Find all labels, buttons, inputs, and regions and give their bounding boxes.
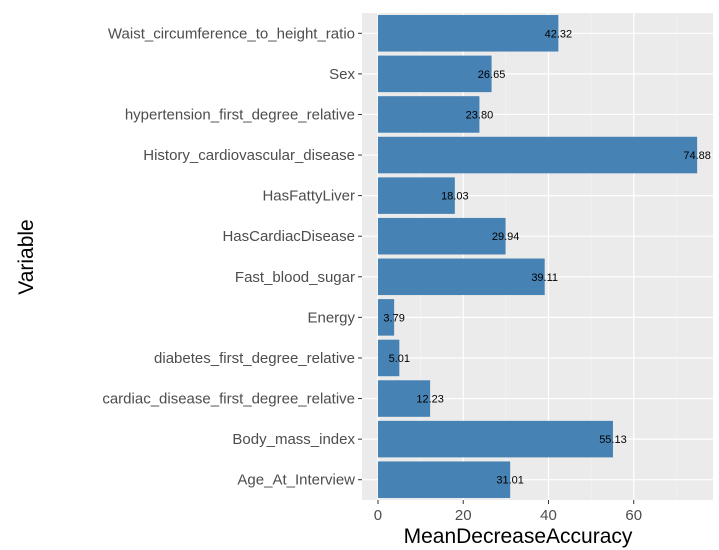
category-label: cardiac_disease_first_degree_relative [102, 391, 355, 408]
bar-value-label: 18.03 [441, 191, 469, 203]
bar [377, 96, 480, 133]
bar-value-label: 23.80 [466, 109, 494, 121]
x-axis-ticks: 0 20 40 60 [374, 500, 642, 524]
category-label: Sex [329, 66, 355, 83]
bar-value-label: 26.65 [478, 69, 506, 81]
bar-value-label: 3.79 [383, 312, 404, 324]
category-label: HasFattyLiver [262, 188, 355, 205]
category-label: Waist_circumference_to_height_ratio [108, 25, 355, 42]
category-label: Body_mass_index [232, 431, 355, 448]
bar [377, 461, 511, 498]
bar-value-label: 29.94 [492, 231, 520, 243]
bar-value-label: 5.01 [389, 353, 410, 365]
bar [377, 339, 400, 377]
x-tick-label: 40 [540, 507, 557, 524]
bar-value-label: 31.01 [496, 475, 524, 487]
bar-value-label: 39.11 [531, 272, 558, 284]
category-label: History_cardiovascular_disease [143, 147, 355, 164]
bar-value-label: 42.32 [545, 28, 573, 40]
bar [377, 217, 506, 255]
category-label: diabetes_first_degree_relative [154, 350, 355, 367]
bars: 42.32 26.65 23.80 74.88 18.03 29.94 39.11 3.79 5… [377, 15, 711, 498]
bar [377, 299, 395, 336]
bar [377, 15, 559, 52]
y-axis-title: Variable [15, 219, 38, 295]
category-labels: Waist_circumference_to_height_ratio Sex hy… [102, 25, 362, 489]
category-label: Fast_blood_sugar [235, 269, 355, 286]
bar [377, 258, 545, 296]
bar-value-label: 74.88 [683, 150, 711, 162]
category-label: HasCardiacDisease [222, 228, 355, 245]
bar [377, 380, 431, 417]
category-label: Energy [307, 309, 355, 326]
bar-value-label: 12.23 [416, 394, 444, 406]
x-tick-label: 60 [625, 507, 642, 524]
x-tick-label: 0 [374, 507, 382, 524]
bar-value-label: 55.13 [599, 434, 627, 446]
bar [377, 136, 698, 174]
category-label: Age_At_Interview [237, 472, 355, 489]
x-tick-label: 20 [455, 507, 472, 524]
bar [377, 420, 613, 458]
x-axis-title: MeanDecreaseAccuracy [404, 525, 633, 548]
bar [377, 55, 492, 93]
bar [377, 177, 455, 214]
category-label: hypertension_first_degree_relative [125, 106, 355, 123]
